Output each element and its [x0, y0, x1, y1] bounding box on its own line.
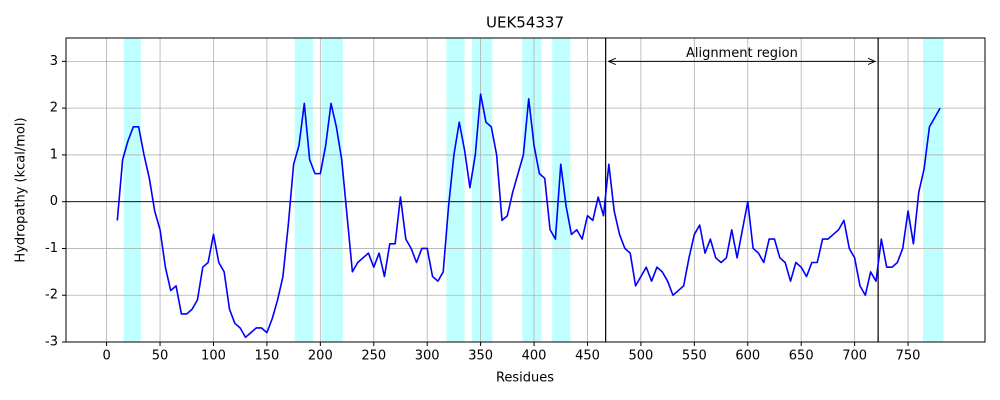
hydropathy-line: [116, 93, 941, 339]
x-tick-label: 100: [201, 349, 226, 364]
x-tick-label: 750: [896, 349, 921, 364]
x-tick-label: 600: [735, 349, 760, 364]
x-tick-label: 400: [522, 349, 547, 364]
tm-region: [446, 38, 465, 342]
x-tick-label: 650: [789, 349, 814, 364]
tm-region: [472, 38, 493, 342]
tm-region: [123, 38, 141, 342]
y-tick-label: -3: [45, 335, 58, 350]
y-tick-label: 0: [50, 194, 58, 209]
x-tick-label: 0: [102, 349, 110, 364]
y-tick-label: 3: [50, 54, 58, 69]
annotation: Alignment region: [686, 46, 798, 61]
x-axis-label: Residues: [496, 371, 554, 386]
x-tick-label: 250: [361, 349, 386, 364]
y-tick-label: 1: [50, 147, 58, 162]
tm-region: [294, 38, 313, 342]
y-tick-label: -1: [45, 241, 58, 256]
x-tick-label: 450: [575, 349, 600, 364]
x-tick-label: 300: [415, 349, 440, 364]
x-tick-label: 700: [842, 349, 867, 364]
x-tick-label: 50: [152, 349, 169, 364]
plot-frame: [65, 37, 986, 343]
tm-region: [321, 38, 343, 342]
y-tick-label: -2: [45, 288, 58, 303]
x-tick-label: 150: [254, 349, 279, 364]
x-tick-label: 550: [682, 349, 707, 364]
chart-title: UEK54337: [486, 14, 564, 32]
y-tick-label: 2: [50, 101, 58, 116]
x-tick-label: 200: [308, 349, 333, 364]
tm-region: [923, 38, 944, 342]
x-tick-label: 500: [628, 349, 653, 364]
y-axis-label: Hydropathy (kcal/mol): [14, 117, 29, 262]
x-tick-label: 350: [468, 349, 493, 364]
tm-region: [522, 38, 542, 342]
tm-region: [552, 38, 571, 342]
